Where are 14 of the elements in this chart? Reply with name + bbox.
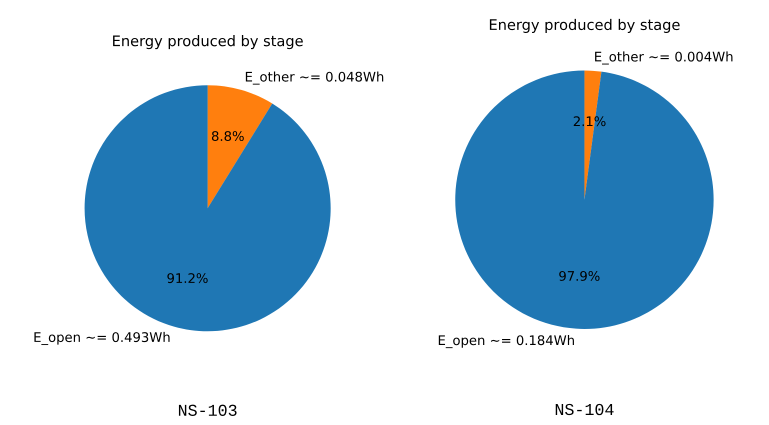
- chart-title: Energy produced by stage: [113, 35, 303, 50]
- text: NS-104: [556, 404, 614, 416]
- slice-label: E_other ~= 0.048Wh: [246, 71, 384, 85]
- chart-title: Energy produced by stage: [490, 18, 680, 33]
- slice-label: E_open ~= 0.184Wh: [438, 334, 574, 348]
- slice-label: E_open ~= 0.493Wh: [34, 332, 170, 346]
- slice-label: E_other ~= 0.004Wh: [595, 51, 732, 65]
- text: NS-103: [178, 404, 237, 416]
- data-label: 8.8%: [212, 131, 244, 142]
- data-label: 91.2%: [167, 273, 208, 284]
- pie-slice: [84, 85, 331, 332]
- pie-slice: [208, 85, 272, 208]
- data-label: 97.9%: [559, 270, 600, 281]
- pie-slice: [455, 70, 714, 329]
